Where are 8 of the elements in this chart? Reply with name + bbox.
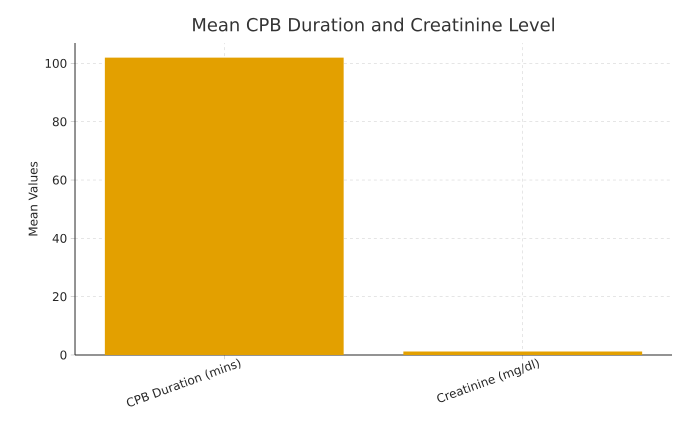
y-tick-label: 0 xyxy=(60,350,66,360)
y-tick-label: 80 xyxy=(52,117,66,126)
y-tick-label: 20 xyxy=(52,292,66,302)
y-tick-label: 40 xyxy=(52,234,66,243)
chart-title: Mean CPB Duration and Creatinine Level xyxy=(193,18,554,32)
y-axis-title: Mean Values xyxy=(28,162,38,236)
y-tick-label: 100 xyxy=(46,58,66,68)
y-tick-label: 60 xyxy=(52,176,66,185)
